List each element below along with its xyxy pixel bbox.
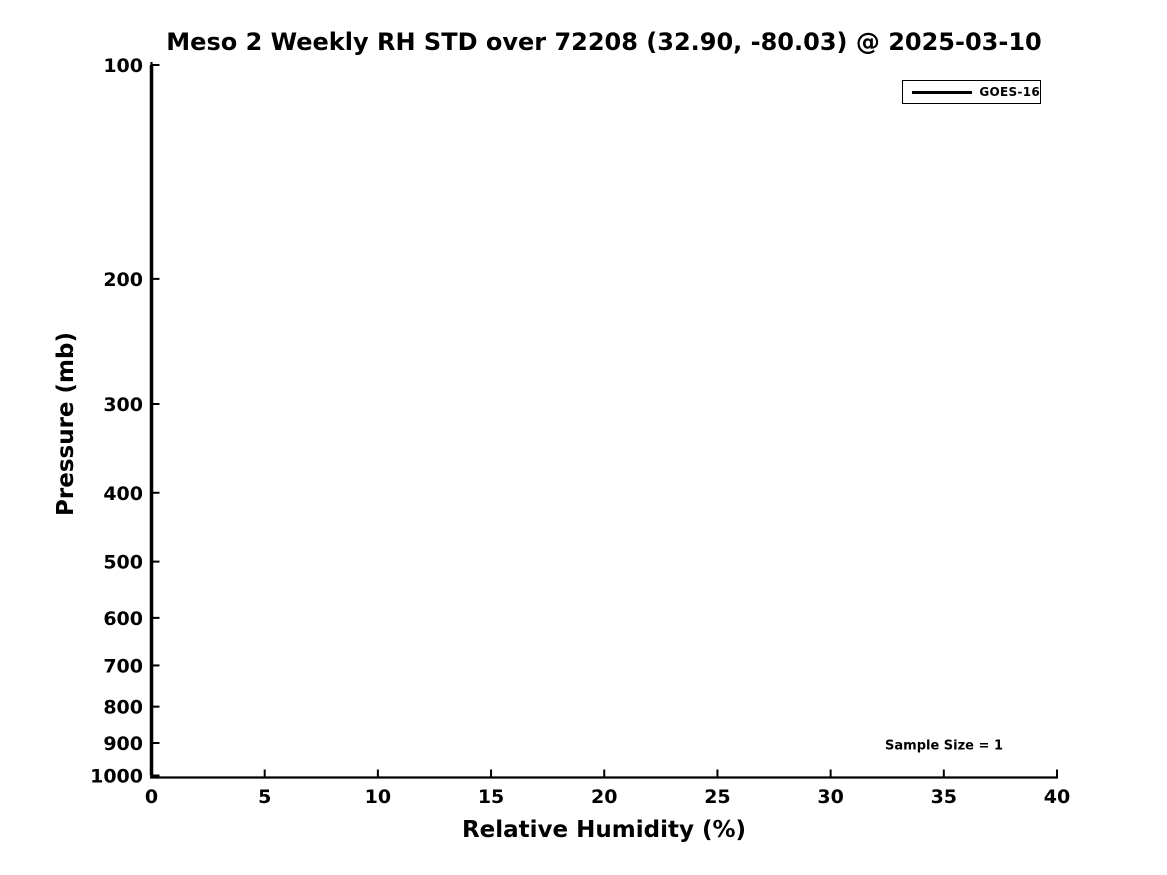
legend-box: GOES-16 bbox=[902, 80, 1041, 104]
x-tick-label: 15 bbox=[478, 786, 504, 808]
x-tick-label: 5 bbox=[258, 786, 271, 808]
x-tick-label: 30 bbox=[817, 786, 843, 808]
x-tick-label: 35 bbox=[931, 786, 957, 808]
y-tick-label: 500 bbox=[103, 552, 143, 574]
y-tick-label: 700 bbox=[103, 655, 143, 677]
x-tick-label: 25 bbox=[704, 786, 730, 808]
y-tick-label: 300 bbox=[103, 394, 143, 416]
x-tick-label: 10 bbox=[365, 786, 391, 808]
y-tick-label: 200 bbox=[103, 269, 143, 291]
chart-title: Meso 2 Weekly RH STD over 72208 (32.90, … bbox=[166, 28, 1042, 56]
y-tick-label: 400 bbox=[103, 483, 143, 505]
y-tick-label: 800 bbox=[103, 697, 143, 719]
y-tick-label: 100 bbox=[103, 55, 143, 77]
legend-label: GOES-16 bbox=[979, 85, 1040, 99]
x-tick-label: 20 bbox=[591, 786, 617, 808]
x-tick-label: 40 bbox=[1044, 786, 1070, 808]
legend-line-sample bbox=[912, 90, 973, 94]
y-tick-label: 600 bbox=[103, 608, 143, 630]
y-tick-label: 1000 bbox=[90, 766, 143, 788]
sample-size-annotation: Sample Size = 1 bbox=[885, 738, 1003, 754]
y-tick-label: 900 bbox=[103, 733, 143, 755]
x-tick-label: 0 bbox=[145, 786, 158, 808]
x-axis-label: Relative Humidity (%) bbox=[461, 817, 747, 843]
